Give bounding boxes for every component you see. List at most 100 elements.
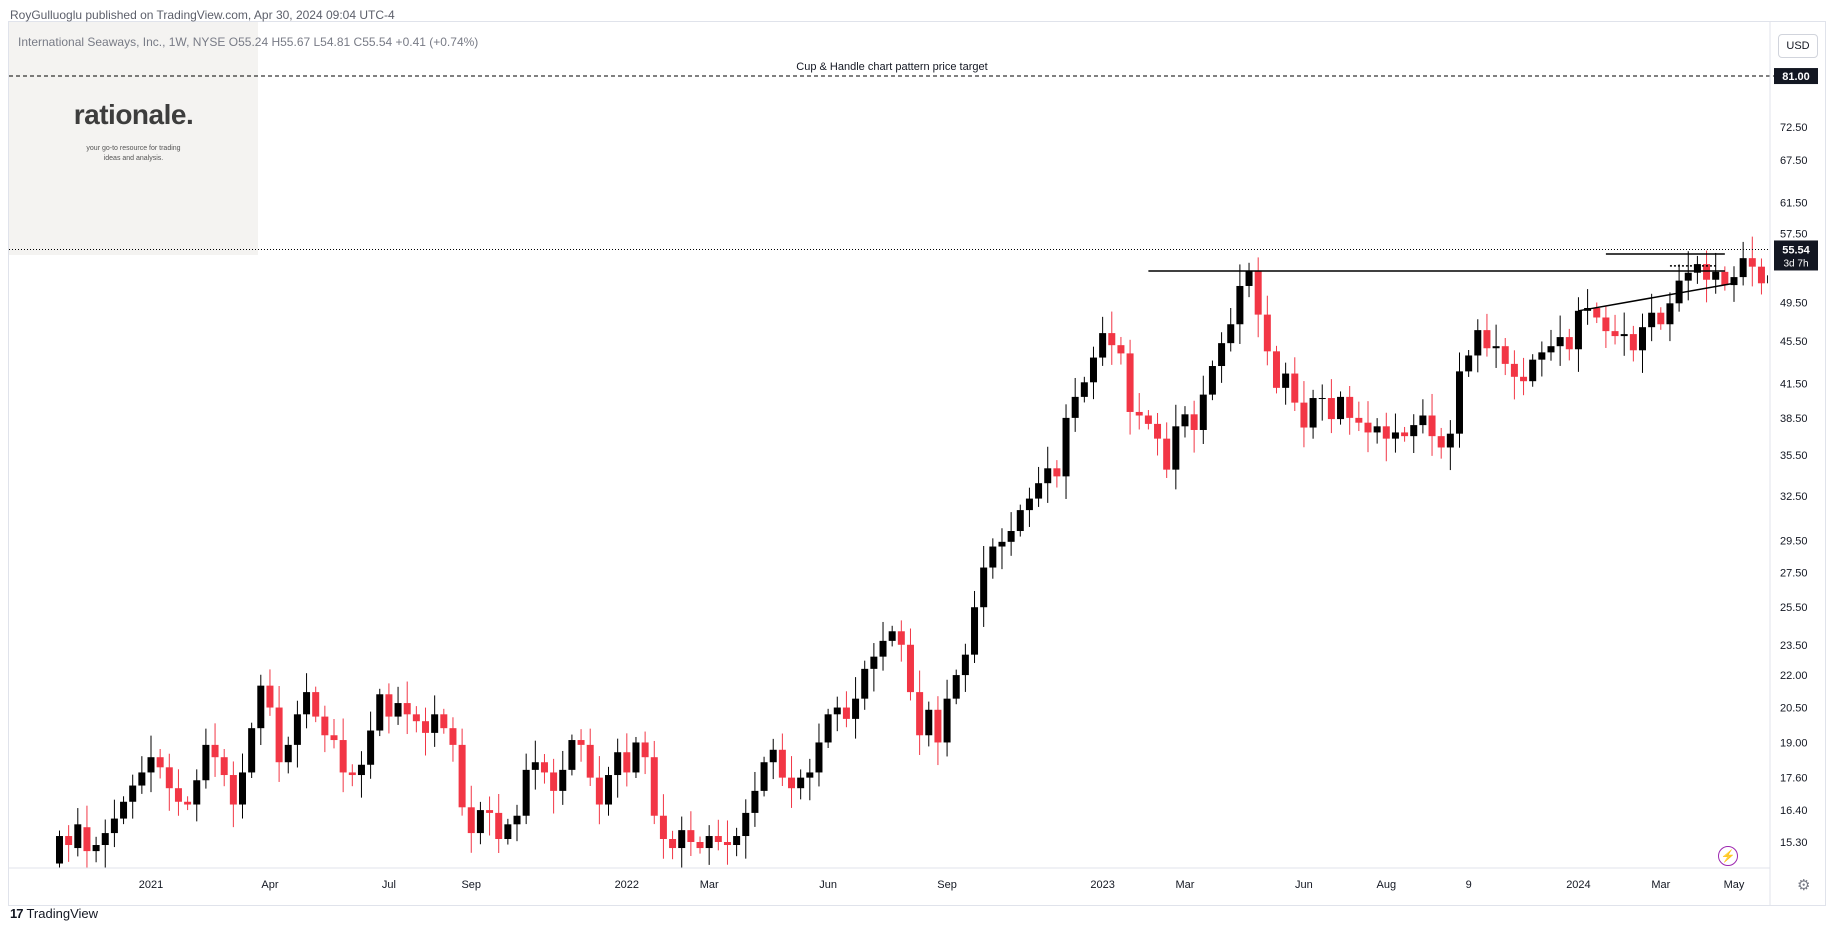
candle <box>1309 389 1317 439</box>
candle <box>577 729 585 762</box>
target-price-tag <box>1774 68 1818 85</box>
candle-body <box>568 740 576 770</box>
candle <box>165 753 173 811</box>
logo-subtitle: your go-to resource for trading ideas an… <box>9 144 258 164</box>
candle-body <box>412 714 420 722</box>
candle-body <box>1565 337 1573 350</box>
candle-body <box>1254 270 1262 315</box>
candle <box>714 819 722 851</box>
lightning-icon[interactable]: ⚡ <box>1718 846 1738 866</box>
candle-body <box>1327 398 1335 420</box>
candle-body <box>861 668 869 699</box>
candle-body <box>440 714 448 729</box>
candle-body <box>1455 371 1463 434</box>
candle <box>440 708 448 734</box>
gear-icon[interactable]: ⚙ <box>1797 877 1811 894</box>
x-tick-label: Jul <box>382 879 396 891</box>
candle-body <box>1126 353 1134 412</box>
candle-body <box>650 757 658 816</box>
candle <box>74 808 82 857</box>
candle-body <box>614 752 622 776</box>
candle-body <box>74 824 82 849</box>
candle <box>229 761 237 828</box>
candle-body <box>486 810 494 813</box>
candle-body <box>723 842 731 846</box>
currency-button[interactable]: USD <box>1778 34 1818 58</box>
candle-body <box>1547 346 1555 353</box>
candle <box>449 717 457 762</box>
candle-body <box>1080 382 1088 397</box>
candle <box>422 707 430 756</box>
candle-body <box>888 631 896 641</box>
candle <box>110 799 118 848</box>
candle-body <box>449 728 457 745</box>
candle-body <box>1263 314 1271 352</box>
candle <box>1364 401 1372 453</box>
candle <box>605 766 613 816</box>
candle <box>1117 336 1125 365</box>
candle <box>1703 250 1711 303</box>
candle-body <box>1556 337 1564 347</box>
candle <box>184 796 192 811</box>
candle <box>760 756 768 797</box>
candle <box>815 723 823 787</box>
candle-body <box>1337 396 1345 420</box>
candle-body <box>1648 312 1656 328</box>
candle <box>1035 466 1043 507</box>
y-tick-label: 41.50 <box>1780 378 1808 390</box>
candle-body <box>1272 351 1280 388</box>
candle-body <box>257 685 265 729</box>
candle-body <box>184 801 192 805</box>
candle-body <box>1657 312 1665 325</box>
tradingview-brand[interactable]: 17 TradingView <box>10 906 98 921</box>
candle <box>1529 354 1537 387</box>
candle <box>1327 379 1335 434</box>
candle <box>1190 400 1198 453</box>
candle <box>403 681 411 735</box>
symbol-legend[interactable]: International Seaways, Inc., 1W, NYSE O5… <box>18 35 479 49</box>
candle-body <box>138 772 146 786</box>
candle <box>1053 460 1061 488</box>
x-tick-label: Sep <box>461 879 481 891</box>
candle <box>1684 251 1692 301</box>
candle <box>1693 255 1701 284</box>
candle-body <box>1391 432 1399 439</box>
candle <box>943 679 951 757</box>
y-tick-label: 20.50 <box>1780 703 1808 715</box>
candle <box>733 827 741 857</box>
candle <box>1437 427 1445 459</box>
candle-body <box>1199 394 1207 430</box>
candle <box>1382 412 1390 462</box>
candle-body <box>1318 398 1326 400</box>
candle-body <box>1666 303 1674 325</box>
candle <box>1062 404 1070 499</box>
candle <box>1373 418 1381 444</box>
candle-body <box>110 818 118 834</box>
candle-body <box>1373 426 1381 433</box>
candle-body <box>1016 510 1024 532</box>
candle <box>522 753 530 825</box>
candle <box>1446 420 1454 471</box>
y-tick-label: 67.50 <box>1780 155 1808 167</box>
support-trendline[interactable] <box>1578 282 1735 312</box>
candle-body <box>1611 331 1619 337</box>
candle-body <box>1721 271 1729 286</box>
candle <box>284 736 292 774</box>
candle <box>156 749 164 779</box>
candle-body <box>1730 277 1738 286</box>
candle <box>1135 393 1143 430</box>
candle <box>1584 289 1592 325</box>
countdown-label: 3d 7h <box>1783 258 1808 269</box>
candle-body <box>1108 333 1116 346</box>
candle-body <box>879 640 887 657</box>
candle <box>174 769 182 816</box>
candle-body <box>1364 422 1372 433</box>
candle-body <box>1309 398 1317 428</box>
candle-body <box>934 709 942 743</box>
candle <box>504 818 512 845</box>
y-tick-label: 19.00 <box>1780 737 1808 749</box>
y-tick-label: 16.40 <box>1780 805 1808 817</box>
candle <box>778 733 786 786</box>
x-tick-label: Aug <box>1377 879 1397 891</box>
